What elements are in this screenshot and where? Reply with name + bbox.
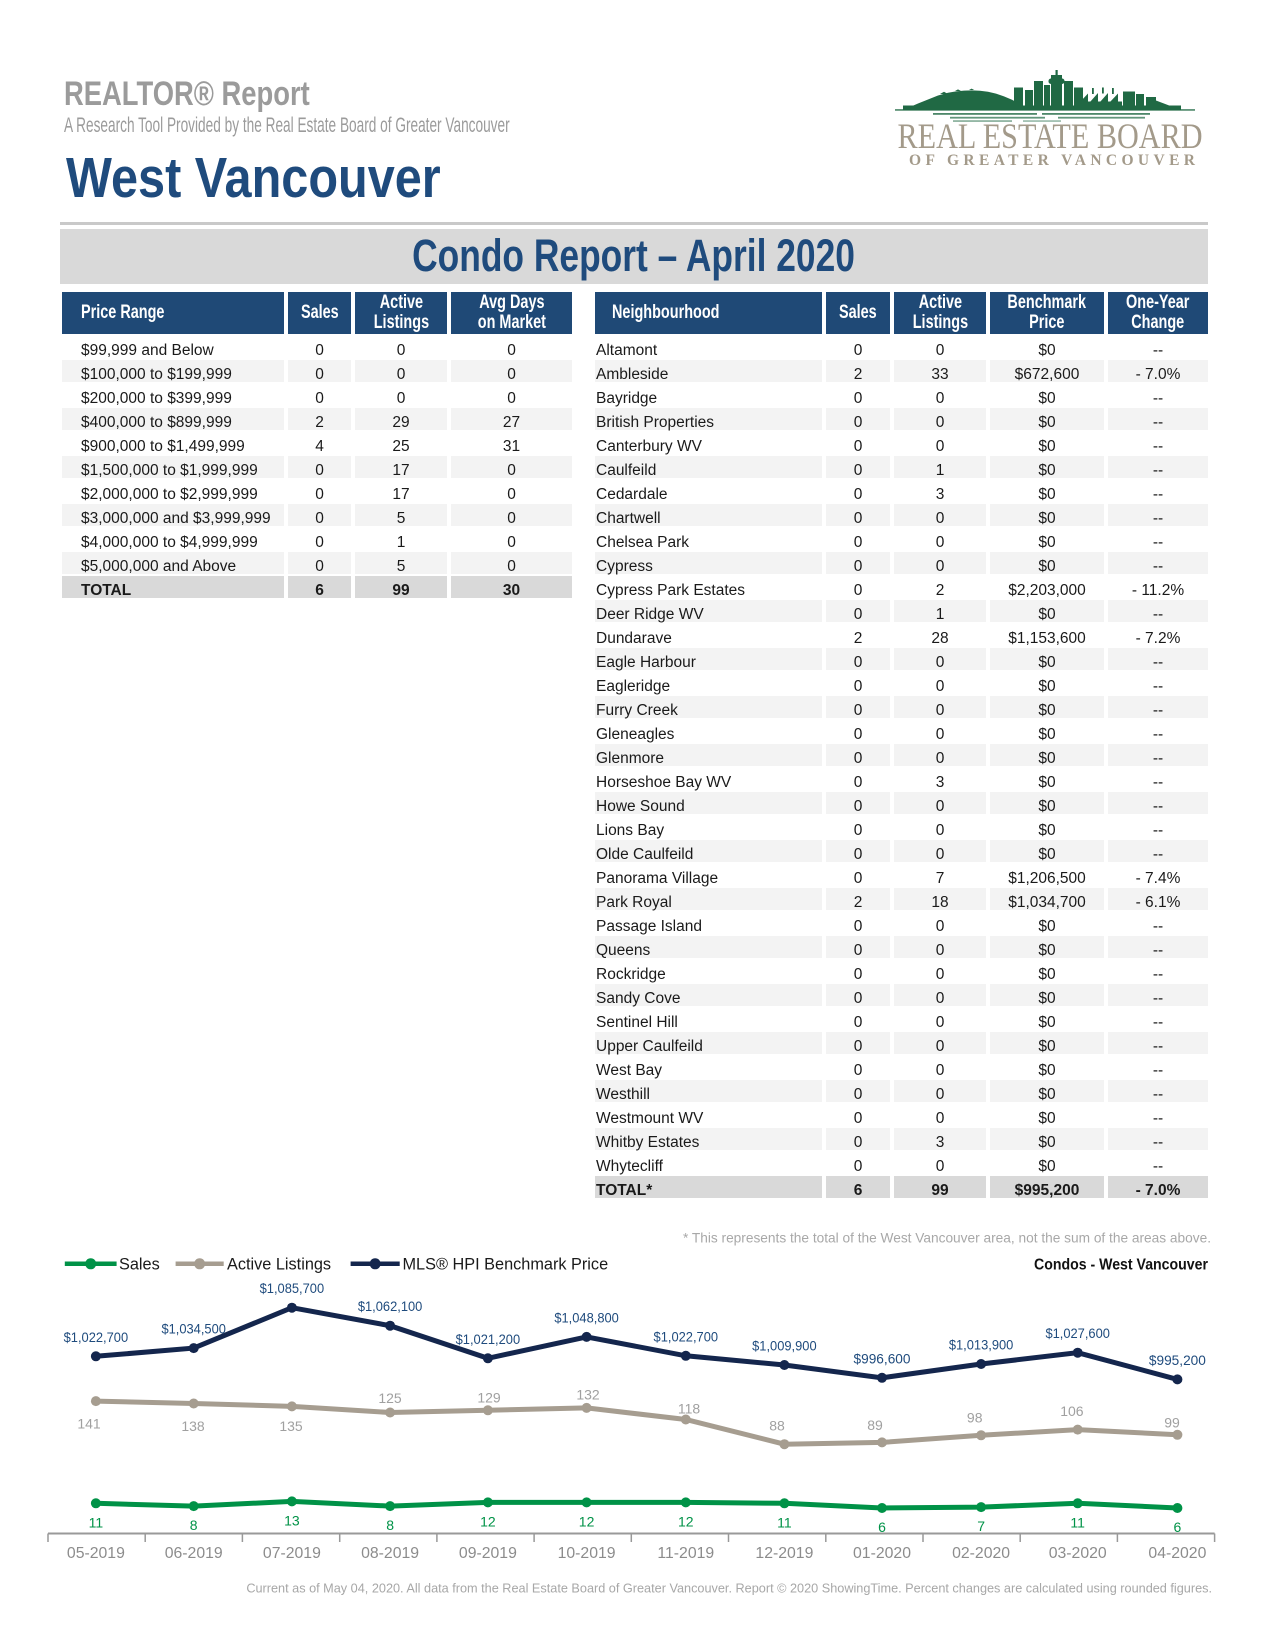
svg-text:11: 11 [89, 1514, 104, 1530]
svg-text:7: 7 [977, 1518, 985, 1534]
svg-text:$1,021,200: $1,021,200 [456, 1331, 521, 1347]
svg-text:08-2019: 08-2019 [361, 1545, 419, 1562]
svg-text:$995,200: $995,200 [1149, 1352, 1206, 1368]
svg-text:12: 12 [579, 1513, 595, 1529]
svg-text:138: 138 [181, 1418, 205, 1434]
svg-text:05-2019: 05-2019 [67, 1545, 125, 1562]
svg-text:* This represents the total of: * This represents the total of the West … [683, 1231, 1211, 1246]
svg-text:$996,600: $996,600 [854, 1350, 911, 1366]
svg-text:89: 89 [867, 1417, 883, 1433]
svg-text:12: 12 [480, 1513, 496, 1529]
svg-text:132: 132 [576, 1387, 600, 1403]
svg-text:6: 6 [878, 1519, 886, 1535]
svg-text:106: 106 [1060, 1403, 1084, 1419]
svg-text:$1,009,900: $1,009,900 [752, 1338, 817, 1354]
svg-text:OF GREATER VANCOUVER: OF GREATER VANCOUVER [909, 152, 1196, 169]
svg-text:88: 88 [769, 1418, 785, 1434]
svg-text:07-2019: 07-2019 [263, 1545, 321, 1562]
svg-text:02-2020: 02-2020 [952, 1545, 1010, 1562]
svg-text:Sales: Sales [119, 1255, 160, 1273]
svg-text:REAL ESTATE BOARD: REAL ESTATE BOARD [898, 116, 1203, 156]
svg-text:$1,062,100: $1,062,100 [358, 1298, 423, 1314]
svg-text:125: 125 [378, 1390, 402, 1406]
svg-text:11-2019: 11-2019 [657, 1545, 714, 1562]
svg-text:Condos - West Vancouver: Condos - West Vancouver [1034, 1257, 1208, 1274]
svg-text:6: 6 [1174, 1519, 1182, 1535]
svg-text:$1,034,500: $1,034,500 [161, 1321, 226, 1337]
svg-text:10-2019: 10-2019 [558, 1545, 616, 1562]
svg-text:141: 141 [77, 1415, 101, 1431]
svg-text:Current as of May 04, 2020. Al: Current as of May 04, 2020. All data fro… [246, 1582, 1212, 1596]
svg-text:118: 118 [678, 1400, 701, 1416]
svg-text:$1,027,600: $1,027,600 [1045, 1325, 1110, 1341]
svg-text:135: 135 [279, 1418, 303, 1434]
svg-text:MLS® HPI Benchmark Price: MLS® HPI Benchmark Price [403, 1255, 609, 1273]
svg-text:01-2020: 01-2020 [853, 1545, 911, 1562]
svg-text:$1,085,700: $1,085,700 [260, 1280, 325, 1296]
svg-text:$1,013,900: $1,013,900 [949, 1337, 1014, 1353]
svg-text:11: 11 [1070, 1514, 1085, 1530]
svg-text:04-2020: 04-2020 [1148, 1545, 1206, 1562]
svg-text:12: 12 [678, 1513, 694, 1529]
svg-text:03-2020: 03-2020 [1049, 1545, 1107, 1562]
svg-text:12-2019: 12-2019 [755, 1545, 813, 1562]
svg-text:11: 11 [777, 1514, 792, 1530]
svg-text:$1,022,700: $1,022,700 [654, 1328, 719, 1344]
svg-text:98: 98 [967, 1410, 983, 1426]
svg-text:13: 13 [284, 1512, 300, 1528]
svg-text:$1,048,800: $1,048,800 [554, 1309, 619, 1325]
svg-text:8: 8 [386, 1517, 394, 1533]
svg-text:$1,022,700: $1,022,700 [64, 1329, 129, 1345]
svg-text:09-2019: 09-2019 [459, 1545, 517, 1562]
svg-text:129: 129 [477, 1390, 501, 1406]
svg-text:06-2019: 06-2019 [165, 1545, 223, 1562]
svg-text:Active Listings: Active Listings [227, 1255, 331, 1273]
svg-text:8: 8 [190, 1517, 198, 1533]
svg-text:99: 99 [1164, 1414, 1180, 1430]
